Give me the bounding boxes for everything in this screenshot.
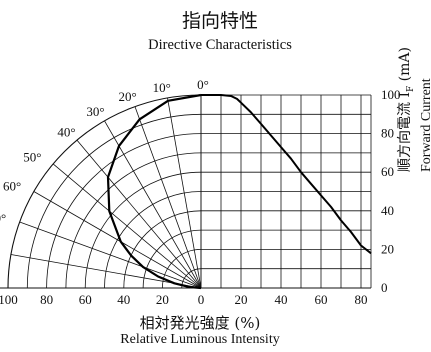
- polar-radial-50: [52, 163, 202, 289]
- tick-labels: 0°10°20°30°40°50°60°70°80°90°10080604020…: [0, 77, 401, 307]
- radius-label-60: 60: [79, 292, 92, 307]
- polar-radial-20: [134, 106, 202, 289]
- angle-label-40: 40°: [57, 124, 75, 139]
- polar-radial-10: [167, 97, 202, 289]
- current-grid: [0, 94, 372, 289]
- current-y-label-100: 100: [381, 87, 401, 102]
- angle-label-30: 30°: [86, 104, 104, 119]
- polar-arc-70: [65, 152, 202, 289]
- chart-curves: [106, 93, 372, 290]
- radius-label-100: 100: [0, 292, 18, 307]
- radius-label-0: 0: [198, 292, 205, 307]
- radius-label-80: 80: [40, 292, 53, 307]
- y-axis-label-en: Forward Current: [418, 78, 431, 172]
- polar-arc-60: [84, 171, 202, 289]
- polar-radial-70: [19, 221, 202, 289]
- angle-label-60: 60°: [3, 179, 21, 194]
- polar-arc-50: [104, 191, 202, 289]
- polar-arc-40: [123, 210, 202, 289]
- polar-radial-80: [10, 254, 202, 289]
- polar-arc-100: [7, 94, 202, 289]
- polar-arc-80: [46, 133, 202, 289]
- current-y-label-40: 40: [381, 203, 394, 218]
- current-x-label-20: 20: [235, 292, 248, 307]
- polar-radial-30: [104, 120, 202, 289]
- angle-label-10: 10°: [153, 80, 171, 95]
- angle-label-70: 70°: [0, 211, 6, 226]
- polar-arc-30: [142, 229, 202, 289]
- polar-radial-40: [76, 139, 202, 289]
- y-axis-label-jp: 順方向電流 I: [397, 92, 413, 172]
- polar-grid: [7, 94, 202, 289]
- angle-label-0: 0°: [197, 77, 209, 92]
- y-axis-label-unit: (mA): [397, 47, 413, 82]
- radius-label-20: 20: [156, 292, 169, 307]
- x-axis-label-en: Relative Luminous Intensity: [120, 332, 280, 347]
- directive-curve: [106, 93, 202, 290]
- chart-subtitle: Directive Characteristics: [148, 37, 292, 53]
- angle-label-50: 50°: [23, 150, 41, 165]
- current-y-label-80: 80: [381, 126, 394, 141]
- polar-arc-90: [26, 113, 202, 289]
- x-axis-label-jp: 相対発光強度 (%): [139, 314, 261, 332]
- chart-title: 指向特性: [181, 10, 258, 32]
- y-axis-label-subscript: F: [405, 85, 416, 93]
- current-y-label-20: 20: [381, 241, 394, 256]
- current-y-label-60: 60: [381, 164, 394, 179]
- forward-current-curve: [201, 94, 372, 255]
- radius-label-40: 40: [117, 292, 130, 307]
- current-x-label-60: 60: [315, 292, 328, 307]
- angle-label-20: 20°: [118, 89, 136, 104]
- current-y-label-0: 0: [381, 280, 388, 295]
- y-axis-label: 順方向電流 IF (mA) Forward Current: [397, 47, 431, 172]
- current-x-label-80: 80: [355, 292, 368, 307]
- current-x-label-40: 40: [275, 292, 288, 307]
- polar-radial-60: [33, 191, 202, 289]
